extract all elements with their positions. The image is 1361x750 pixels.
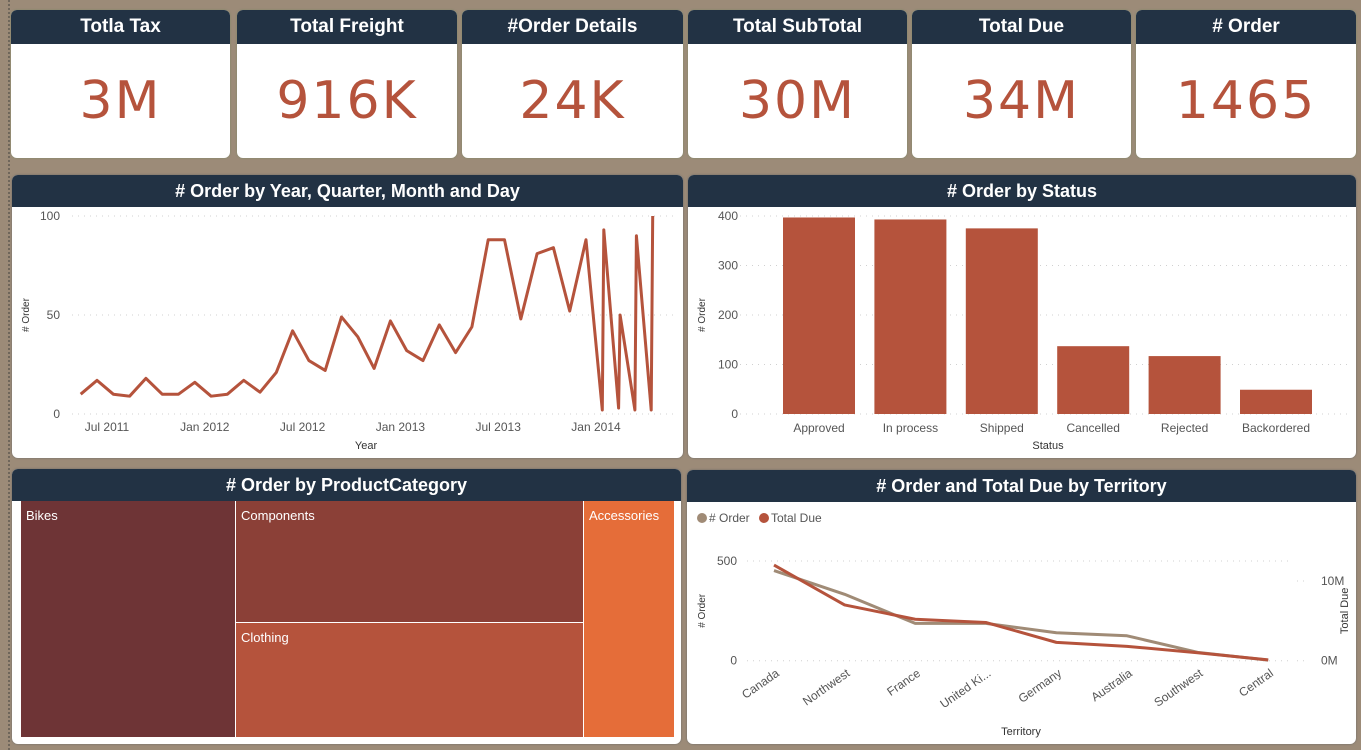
treemap-tile-components[interactable]: Components	[236, 501, 583, 622]
kpi-card-order-details[interactable]: #Order Details 24K	[462, 10, 683, 158]
x-tick-label: United Ki...	[937, 666, 993, 711]
kpi-title: Totla Tax	[11, 10, 230, 44]
legend-label: # Order	[709, 511, 750, 525]
kpi-value: 916K	[276, 71, 418, 131]
kpi-card-total-subtotal[interactable]: Total SubTotal 30M	[688, 10, 907, 158]
y-tick-label: 0	[53, 407, 60, 421]
orders-over-time-panel[interactable]: # Order by Year, Quarter, Month and Day …	[12, 175, 683, 458]
x-tick-label: Southwest	[1151, 666, 1205, 710]
x-tick-label: Australia	[1088, 666, 1135, 704]
series-line-order	[79, 215, 655, 412]
panel-title: # Order by Status	[688, 175, 1356, 207]
x-tick-label: Rejected	[1161, 421, 1208, 435]
y-tick-label: 400	[718, 209, 738, 223]
bar-cancelled	[1057, 346, 1130, 414]
y-tick-label: 500	[717, 554, 737, 568]
y-right-tick-label: 0M	[1321, 654, 1338, 668]
orders-over-time-chart[interactable]: 0 50 100 Jul 2011 Jan 2012 Jul 2012 Jan 2013 Ju…	[12, 175, 683, 458]
panel-title: # Order and Total Due by Territory	[687, 470, 1356, 502]
kpi-title: # Order	[1136, 10, 1356, 44]
panel-title: # Order by ProductCategory	[12, 469, 681, 501]
bar-shipped	[965, 228, 1038, 414]
x-tick-label: Approved	[793, 421, 844, 435]
kpi-card-total-due[interactable]: Total Due 34M	[912, 10, 1131, 158]
y-axis-title: # Order	[21, 297, 32, 332]
x-tick-label: Jan 2013	[376, 420, 426, 434]
orders-by-status-chart[interactable]: 0 100 200 300 400 Approved In process Shipped Ca…	[688, 175, 1356, 458]
x-axis-title: Status	[1032, 440, 1064, 452]
y-tick-label: 100	[718, 358, 738, 372]
orders-by-category-panel[interactable]: # Order by ProductCategory Bikes Compone…	[12, 469, 681, 744]
kpi-value: 34M	[962, 71, 1081, 131]
y-axis-title: # Order	[697, 593, 708, 628]
treemap-tile-bikes[interactable]: Bikes	[21, 501, 235, 737]
kpi-value: 24K	[519, 71, 626, 131]
orders-by-territory-chart[interactable]: 0 500 0M 10M Canada Northwest France United Ki.…	[687, 470, 1356, 744]
canvas-guide	[8, 0, 10, 750]
kpi-card-total-freight[interactable]: Total Freight 916K	[237, 10, 457, 158]
bar-approved	[783, 217, 855, 414]
x-tick-label: Backordered	[1242, 421, 1310, 435]
x-tick-label: Jan 2012	[180, 420, 230, 434]
x-tick-label: Central	[1236, 666, 1276, 700]
x-tick-label: France	[884, 666, 923, 699]
y-right-axis-title: Total Due	[1339, 588, 1351, 634]
y-tick-label: 100	[40, 209, 60, 223]
treemap-tile-accessories[interactable]: Accessories	[584, 501, 674, 737]
kpi-card-order-count[interactable]: # Order 1465	[1136, 10, 1356, 158]
y-tick-label: 200	[718, 308, 738, 322]
x-tick-label: Jan 2014	[571, 420, 621, 434]
x-tick-label: Shipped	[980, 421, 1024, 435]
y-tick-label: 0	[731, 407, 738, 421]
legend-marker	[697, 513, 707, 523]
treemap-tile-clothing[interactable]: Clothing	[236, 623, 583, 737]
y-tick-label: 300	[718, 259, 738, 273]
x-axis-title: Territory	[1001, 726, 1041, 738]
kpi-value: 3M	[79, 71, 162, 131]
x-tick-label: Jul 2012	[280, 420, 326, 434]
legend-marker	[759, 513, 769, 523]
kpi-value: 30M	[738, 71, 857, 131]
bar-rejected	[1148, 356, 1221, 414]
x-tick-label: Cancelled	[1067, 421, 1120, 435]
kpi-title: Total Freight	[237, 10, 457, 44]
x-tick-label: Germany	[1016, 666, 1064, 706]
kpi-title: Total Due	[912, 10, 1131, 44]
bar-in-process	[874, 219, 947, 414]
panel-title: # Order by Year, Quarter, Month and Day	[12, 175, 683, 207]
x-tick-label: In process	[883, 421, 938, 435]
kpi-title: #Order Details	[462, 10, 683, 44]
orders-by-territory-panel[interactable]: # Order and Total Due by Territory 0 500 0…	[687, 470, 1356, 744]
y-axis-title: # Order	[697, 297, 708, 332]
x-axis-title: Year	[355, 440, 378, 452]
legend-label: Total Due	[771, 511, 822, 525]
x-tick-label: Jul 2013	[476, 420, 522, 434]
kpi-card-total-tax[interactable]: Totla Tax 3M	[11, 10, 230, 158]
x-tick-label: Northwest	[800, 666, 853, 709]
kpi-value: 1465	[1175, 71, 1317, 131]
y-right-tick-label: 10M	[1321, 574, 1344, 588]
series-line-total-due	[773, 563, 1269, 662]
series-line-order	[773, 569, 1269, 662]
x-tick-label: Jul 2011	[85, 420, 130, 434]
x-tick-label: Canada	[739, 666, 782, 702]
kpi-title: Total SubTotal	[688, 10, 907, 44]
bar-backordered	[1240, 389, 1312, 414]
y-tick-label: 50	[47, 308, 61, 322]
y-tick-label: 0	[730, 654, 737, 668]
orders-by-status-panel[interactable]: # Order by Status 0 100 200 300 400 Approved I…	[688, 175, 1356, 458]
